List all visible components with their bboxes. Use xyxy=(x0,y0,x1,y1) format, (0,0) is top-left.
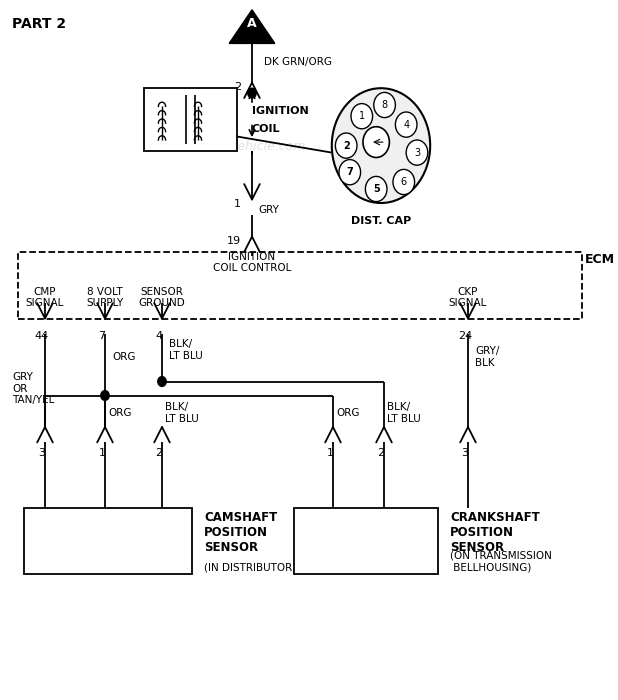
Text: CRANKSHAFT
POSITION
SENSOR: CRANKSHAFT POSITION SENSOR xyxy=(450,511,540,554)
Text: 3: 3 xyxy=(38,448,46,458)
Circle shape xyxy=(406,140,428,165)
Text: CKP
SIGNAL: CKP SIGNAL xyxy=(449,287,487,308)
Text: 7: 7 xyxy=(347,167,353,177)
Text: CAMSHAFT
POSITION
SENSOR: CAMSHAFT POSITION SENSOR xyxy=(204,511,277,554)
Text: 1: 1 xyxy=(234,199,241,209)
Text: ORG: ORG xyxy=(108,408,132,418)
Text: GRY
OR
TAN/YEL: GRY OR TAN/YEL xyxy=(12,372,54,405)
Text: COIL: COIL xyxy=(252,125,281,134)
Text: 2: 2 xyxy=(378,448,384,458)
Circle shape xyxy=(393,169,415,195)
Circle shape xyxy=(101,391,109,400)
Bar xyxy=(294,508,438,574)
Text: (ON TRANSMISSION
 BELLHOUSING): (ON TRANSMISSION BELLHOUSING) xyxy=(450,551,552,573)
Circle shape xyxy=(351,104,373,129)
Text: A: A xyxy=(247,17,257,29)
Polygon shape xyxy=(229,10,275,43)
Circle shape xyxy=(336,133,357,158)
Circle shape xyxy=(248,88,256,98)
Text: 24: 24 xyxy=(458,331,472,341)
Text: SENSOR
GROUND: SENSOR GROUND xyxy=(138,287,185,308)
Circle shape xyxy=(396,112,417,137)
Text: ORG: ORG xyxy=(336,408,360,418)
Bar xyxy=(24,508,192,574)
Text: troubleshootvehicle.com: troubleshootvehicle.com xyxy=(151,141,305,153)
Text: 8 VOLT
SUPPLY: 8 VOLT SUPPLY xyxy=(87,287,124,308)
Circle shape xyxy=(365,176,387,202)
Text: GRY: GRY xyxy=(258,205,279,215)
Circle shape xyxy=(158,377,166,386)
Text: 3: 3 xyxy=(462,448,468,458)
Text: 1: 1 xyxy=(98,448,106,458)
Text: CMP
SIGNAL: CMP SIGNAL xyxy=(26,287,64,308)
Bar xyxy=(18,252,582,318)
Text: 7: 7 xyxy=(98,331,106,341)
Bar xyxy=(144,88,237,150)
Text: BLK/
LT BLU: BLK/ LT BLU xyxy=(387,402,421,423)
Text: BLK/
LT BLU: BLK/ LT BLU xyxy=(165,402,199,423)
Text: 2: 2 xyxy=(343,141,350,150)
Circle shape xyxy=(363,127,389,158)
Text: 44: 44 xyxy=(35,331,49,341)
Text: BLK/
LT BLU: BLK/ LT BLU xyxy=(169,340,203,360)
Text: 5: 5 xyxy=(373,184,379,194)
Text: (IN DISTRIBUTOR): (IN DISTRIBUTOR) xyxy=(204,563,296,573)
Text: 19: 19 xyxy=(227,237,241,246)
Text: GRY/
BLK: GRY/ BLK xyxy=(475,346,499,368)
Text: 2: 2 xyxy=(156,448,163,458)
Text: ECM: ECM xyxy=(585,253,615,267)
Text: 1: 1 xyxy=(326,448,334,458)
Text: 2: 2 xyxy=(234,83,241,92)
Text: 6: 6 xyxy=(400,177,407,187)
Text: 8: 8 xyxy=(381,100,387,110)
Text: PART 2: PART 2 xyxy=(12,18,66,32)
Circle shape xyxy=(374,92,396,118)
Text: 1: 1 xyxy=(358,111,365,121)
Text: 3: 3 xyxy=(414,148,420,158)
Text: DIST. CAP: DIST. CAP xyxy=(351,216,411,225)
Circle shape xyxy=(339,160,360,185)
Text: ORG: ORG xyxy=(112,352,136,362)
Circle shape xyxy=(332,88,430,203)
Text: 4: 4 xyxy=(156,331,163,341)
Text: DK GRN/ORG: DK GRN/ORG xyxy=(264,57,332,66)
Text: IGNITION: IGNITION xyxy=(252,106,309,116)
Text: 4: 4 xyxy=(403,120,409,130)
Text: IGNITION
COIL CONTROL: IGNITION COIL CONTROL xyxy=(213,252,291,273)
